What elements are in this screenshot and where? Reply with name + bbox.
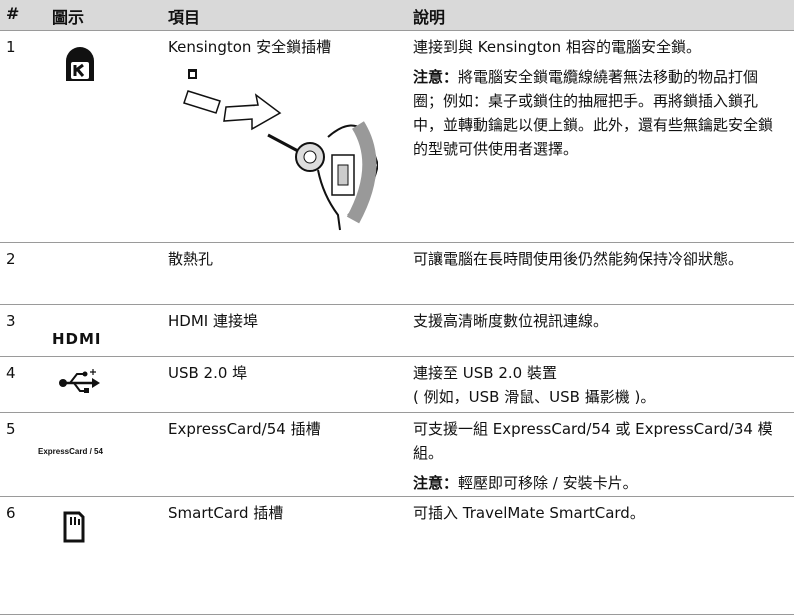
description-paragraph: 可讓電腦在長時間使用後仍然能夠保持冷卻狀態。	[413, 247, 785, 271]
description-text: ( 例如，USB 滑鼠、USB 攝影機 )。	[413, 388, 656, 406]
description-text: 可讓電腦在長時間使用後仍然能夠保持冷卻狀態。	[413, 250, 744, 268]
description-text: 將電腦安全鎖電纜線繞著無法移動的物品打個圈；例如：桌子或鎖住的抽屜把手。再將鎖插…	[413, 68, 774, 158]
description-paragraph: 支援高清晰度數位視訊連線。	[413, 309, 785, 333]
row-item: 散熱孔	[168, 247, 408, 271]
header-cell: 圖示	[52, 8, 85, 27]
description-paragraph: ( 例如，USB 滑鼠、USB 攝影機 )。	[413, 385, 785, 409]
description-paragraph: 可支援一組 ExpressCard/54 或 ExpressCard/34 模組…	[413, 417, 785, 465]
description-paragraph: 注意：將電腦安全鎖電纜線繞著無法移動的物品打個圈；例如：桌子或鎖住的抽屜把手。再…	[413, 65, 785, 161]
table-header: # 圖示 項目 說明	[0, 0, 794, 31]
header-cell: #	[6, 4, 20, 23]
item-name: 散熱孔	[168, 250, 214, 268]
row-description: 可支援一組 ExpressCard/54 或 ExpressCard/34 模組…	[413, 417, 785, 501]
row-description: 支援高清晰度數位視訊連線。	[413, 309, 785, 339]
item-name: Kensington 安全鎖插槽	[168, 38, 332, 56]
table-row: 5 ExpressCard / 54 ExpressCard/54 插槽 可支援一組 …	[0, 413, 794, 497]
row-item: ExpressCard/54 插槽	[168, 417, 408, 441]
row-icon	[58, 367, 168, 402]
item-name: ExpressCard/54 插槽	[168, 420, 321, 438]
description-text: 連接至 USB 2.0 裝置	[413, 364, 557, 382]
icon-label: HDMI	[52, 330, 102, 348]
description-paragraph: 連接至 USB 2.0 裝置	[413, 361, 785, 385]
row-icon: ExpressCard / 54	[38, 437, 148, 464]
description-text: 連接到與 Kensington 相容的電腦安全鎖。	[413, 38, 701, 56]
item-name: SmartCard 插槽	[168, 504, 284, 522]
row-item: HDMI 連接埠	[168, 309, 408, 333]
row-number: 2	[6, 250, 16, 268]
item-name: HDMI 連接埠	[168, 312, 258, 330]
row-icon	[62, 45, 172, 92]
row-description: 連接至 USB 2.0 裝置 ( 例如，USB 滑鼠、USB 攝影機 )。	[413, 361, 785, 409]
item-name: USB 2.0 埠	[168, 364, 248, 382]
description-text: 可支援一組 ExpressCard/54 或 ExpressCard/34 模組…	[413, 420, 773, 462]
description-text: 輕壓即可移除 / 安裝卡片。	[458, 474, 638, 492]
row-number: 4	[6, 364, 16, 382]
table-row: 2 散熱孔 可讓電腦在長時間使用後仍然能夠保持冷卻狀態。	[0, 243, 794, 305]
header-cell: 說明	[413, 8, 446, 27]
description-text: 支援高清晰度數位視訊連線。	[413, 312, 609, 330]
note-label: 注意：	[413, 68, 459, 86]
row-number: 1	[6, 38, 16, 56]
row-icon: HDMI	[52, 327, 162, 351]
row-item: SmartCard 插槽	[168, 501, 408, 525]
row-number: 5	[6, 420, 16, 438]
table-row: 4 USB 2.0 埠 連接至 USB 2.0 裝置 ( 例如，USB 滑鼠、USB …	[0, 357, 794, 413]
row-description: 連接到與 Kensington 相容的電腦安全鎖。 注意：將電腦安全鎖電纜線繞著無…	[413, 35, 785, 167]
description-paragraph: 可插入 TravelMate SmartCard。	[413, 501, 785, 525]
row-item: USB 2.0 埠	[168, 361, 408, 385]
row-number: 6	[6, 504, 16, 522]
row-item: Kensington 安全鎖插槽	[168, 35, 408, 242]
lock-illustration	[168, 59, 408, 242]
row-number: 3	[6, 312, 16, 330]
table-row: 3 HDMI HDMI 連接埠 支援高清晰度數位視訊連線。	[0, 305, 794, 357]
row-description: 可讓電腦在長時間使用後仍然能夠保持冷卻狀態。	[413, 247, 785, 277]
row-icon	[62, 511, 172, 550]
icon-label: ExpressCard / 54	[38, 447, 103, 456]
note-label: 注意：	[413, 474, 459, 492]
row-description: 可插入 TravelMate SmartCard。	[413, 501, 785, 531]
header-cell: 項目	[168, 8, 201, 27]
description-paragraph: 連接到與 Kensington 相容的電腦安全鎖。	[413, 35, 785, 59]
description-paragraph: 注意：輕壓即可移除 / 安裝卡片。	[413, 471, 785, 495]
table-row: 6 SmartCard 插槽 可插入 TravelMate SmartCard。	[0, 497, 794, 615]
table-row: 1 Kensington 安全鎖插槽 連接到與 Kensington 相容的電腦安…	[0, 31, 794, 243]
description-text: 可插入 TravelMate SmartCard。	[413, 504, 645, 522]
